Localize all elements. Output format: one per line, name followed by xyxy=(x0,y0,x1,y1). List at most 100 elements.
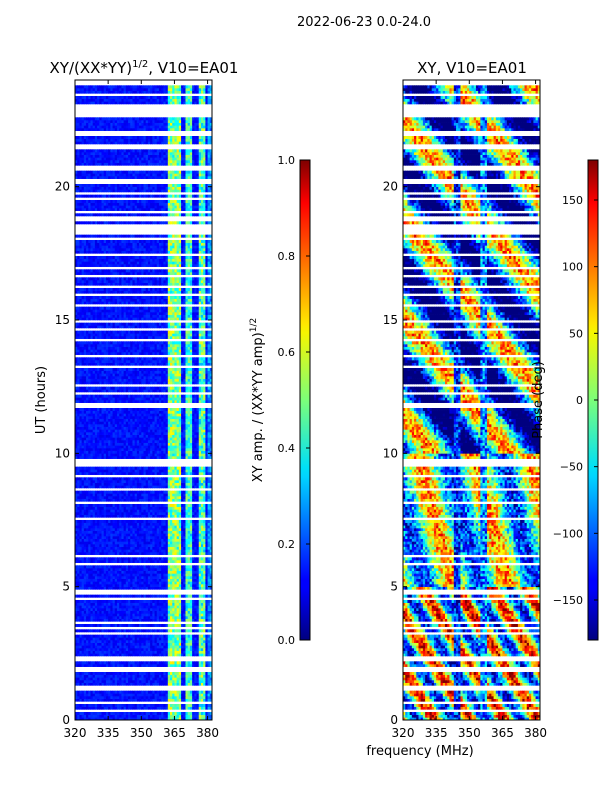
amplitude-cell xyxy=(163,490,167,494)
amplitude-cell xyxy=(167,586,171,590)
amplitude-cell xyxy=(150,624,153,627)
amplitude-cell xyxy=(163,717,167,720)
amplitude-cell xyxy=(174,570,178,574)
amplitude-cell xyxy=(110,650,114,654)
amplitude-cell xyxy=(198,549,202,553)
amplitude-cell xyxy=(136,493,140,497)
amplitude-cell xyxy=(75,581,78,585)
amplitude-cell xyxy=(181,560,184,563)
amplitude-cell xyxy=(163,530,167,534)
amplitude-cell xyxy=(178,552,182,555)
amplitude-cell xyxy=(205,480,209,483)
amplitude-cell xyxy=(132,610,136,614)
amplitude-cell xyxy=(172,664,176,667)
amplitude-cell xyxy=(174,514,178,518)
amplitude-cell xyxy=(198,570,202,574)
amplitude-cell xyxy=(75,546,78,550)
amplitude-cell xyxy=(136,490,140,494)
left-heatmap xyxy=(75,80,212,720)
amplitude-cell xyxy=(132,586,136,590)
amplitude-cell xyxy=(172,629,176,633)
amplitude-cell xyxy=(150,642,153,646)
amplitude-cell xyxy=(90,693,94,697)
amplitude-cell xyxy=(192,504,195,507)
amplitude-cell xyxy=(88,634,92,638)
amplitude-cell xyxy=(172,696,176,699)
amplitude-cell xyxy=(200,594,204,598)
amplitude-cell xyxy=(108,640,111,643)
amplitude-cell xyxy=(97,618,100,622)
amplitude-cell xyxy=(99,528,103,531)
amplitude-cell xyxy=(174,530,178,534)
amplitude-cell xyxy=(83,600,87,603)
amplitude-cell xyxy=(172,642,176,646)
amplitude-cell xyxy=(145,568,149,571)
amplitude-cell xyxy=(161,608,164,611)
amplitude-cell xyxy=(110,565,114,569)
amplitude-cell xyxy=(176,576,180,579)
amplitude-cell xyxy=(174,573,178,577)
amplitude-cell xyxy=(181,493,184,497)
amplitude-cell xyxy=(189,541,193,545)
amplitude-cell xyxy=(128,442,131,446)
amplitude-cell xyxy=(116,594,120,598)
amplitude-cell xyxy=(83,544,87,547)
amplitude-cell xyxy=(161,634,164,638)
amplitude-cell xyxy=(94,480,98,483)
amplitude-cell xyxy=(172,490,176,494)
amplitude-cell xyxy=(79,696,83,699)
amplitude-cell xyxy=(94,600,98,603)
amplitude-cell xyxy=(147,594,151,598)
amplitude-cell xyxy=(81,586,85,590)
amplitude-cell xyxy=(77,442,81,446)
amplitude-cell xyxy=(152,642,156,646)
amplitude-cell xyxy=(192,496,195,499)
amplitude-cell xyxy=(158,541,162,545)
amplitude-cell xyxy=(81,645,85,649)
amplitude-cell xyxy=(176,653,180,657)
amplitude-cell xyxy=(152,664,156,667)
amplitude-cell xyxy=(86,450,89,454)
amplitude-cell xyxy=(81,618,85,622)
amplitude-cell xyxy=(134,653,138,657)
amplitude-cell xyxy=(143,530,147,534)
amplitude-cell xyxy=(75,496,78,499)
amplitude-cell xyxy=(187,573,191,577)
amplitude-cell xyxy=(92,544,96,547)
amplitude-cell xyxy=(130,493,134,497)
amplitude-cell xyxy=(152,520,156,523)
amplitude-cell xyxy=(132,578,136,582)
amplitude-cell xyxy=(207,493,211,497)
amplitude-cell xyxy=(110,469,114,473)
amplitude-cell xyxy=(125,618,129,622)
amplitude-cell xyxy=(183,448,187,451)
amplitude-cell xyxy=(136,677,140,681)
amplitude-cell xyxy=(183,677,187,681)
amplitude-cell xyxy=(156,522,160,526)
amplitude-cell xyxy=(181,509,184,513)
amplitude-cell xyxy=(200,682,204,686)
amplitude-cell xyxy=(90,485,94,489)
amplitude-cell xyxy=(128,717,131,720)
amplitude-cell xyxy=(198,605,202,609)
amplitude-cell xyxy=(198,448,202,451)
amplitude-cell xyxy=(101,640,105,643)
amplitude-cell xyxy=(116,509,120,513)
amplitude-cell xyxy=(123,568,127,571)
amplitude-cell xyxy=(200,578,204,582)
amplitude-cell xyxy=(196,616,200,619)
amplitude-cell xyxy=(119,565,122,569)
amplitude-cell xyxy=(125,538,129,542)
amplitude-cell xyxy=(83,674,87,678)
amplitude-cell xyxy=(150,672,153,675)
amplitude-cell xyxy=(105,637,109,641)
amplitude-cell xyxy=(147,522,151,526)
amplitude-cell xyxy=(167,608,171,611)
amplitude-cell xyxy=(108,469,111,473)
amplitude-cell xyxy=(132,616,136,619)
amplitude-cell xyxy=(105,538,109,542)
amplitude-cell xyxy=(139,445,142,449)
amplitude-cell xyxy=(189,557,193,561)
amplitude-cell xyxy=(145,616,149,619)
amplitude-cell xyxy=(152,504,156,507)
